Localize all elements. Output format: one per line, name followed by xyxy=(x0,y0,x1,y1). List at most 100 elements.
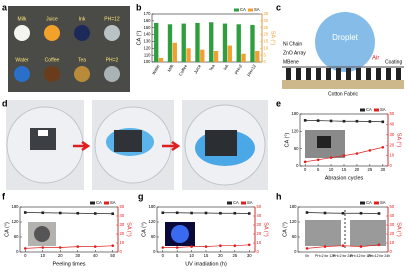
marker xyxy=(329,156,333,159)
marker xyxy=(233,244,237,247)
x-tick-label: PH=12 for 12h xyxy=(350,254,372,258)
series-line xyxy=(25,245,113,249)
y-tick-label: 120 xyxy=(292,128,300,133)
y-tick-label: 0 xyxy=(294,249,297,254)
legend-label: SA xyxy=(247,200,253,205)
y2-tick-label: 40 xyxy=(390,213,395,218)
y2-tick-label: 20 xyxy=(264,32,269,37)
y-tick-label: 160 xyxy=(144,18,152,23)
bar xyxy=(186,48,191,62)
bar xyxy=(158,57,164,62)
y2-tick-label: 20 xyxy=(390,231,395,236)
x-tick-label: PH=2 xyxy=(234,63,244,75)
marker xyxy=(359,211,363,215)
marker xyxy=(303,160,307,164)
marker xyxy=(23,211,27,214)
y2-axis-label: SA (°) xyxy=(270,31,276,46)
y2-tick-label: 30 xyxy=(264,18,269,23)
y2-tick-label: 50 xyxy=(120,204,125,209)
liquid-label: Milk xyxy=(18,16,27,22)
x-tick-label: 50 xyxy=(110,253,115,258)
y2-tick-label: 10 xyxy=(264,45,269,50)
legend-swatch xyxy=(374,201,379,205)
x-tick-label: 15 xyxy=(342,167,347,172)
legend-label: CA xyxy=(233,200,239,205)
y2-axis-label: SA (°) xyxy=(263,222,269,237)
y2-tick-label: 0 xyxy=(120,249,123,254)
marker xyxy=(190,211,193,215)
y-tick-label: 120 xyxy=(144,45,152,50)
panel-label: e xyxy=(276,98,281,108)
y2-tick-label: 20 xyxy=(120,231,125,236)
marker xyxy=(111,212,115,216)
marker xyxy=(204,245,208,248)
y-tick-label: 60 xyxy=(292,234,297,239)
y2-tick-label: 0 xyxy=(257,249,260,254)
liquid-label: PH=12 xyxy=(104,16,120,22)
liquid-label: Tea xyxy=(78,57,86,63)
legend-label: SA xyxy=(110,200,116,205)
legend-label: SA xyxy=(254,7,260,12)
x-tick-label: Ink xyxy=(222,63,230,71)
x-tick-label: Juice xyxy=(193,63,203,75)
marker xyxy=(323,211,327,215)
marker xyxy=(175,211,179,215)
y2-axis-label: SA (°) xyxy=(396,133,402,148)
diagram-label: Ni Chain xyxy=(283,41,302,47)
y-tick-label: 170 xyxy=(144,11,152,16)
x-tick-label: 25 xyxy=(232,253,237,258)
y-tick-label: 110 xyxy=(144,52,151,57)
y2-tick-label: 40 xyxy=(120,213,125,218)
bar xyxy=(255,51,260,62)
marker xyxy=(76,211,80,215)
y2-tick-label: 10 xyxy=(390,153,395,158)
y-tick-label: 130 xyxy=(144,39,152,44)
y2-axis-label: SA (°) xyxy=(396,222,402,237)
y-tick-label: 120 xyxy=(290,219,298,224)
marker xyxy=(316,119,320,122)
marker xyxy=(341,211,345,215)
liquid-label: Juice xyxy=(46,16,58,22)
x-tick-label: 0 xyxy=(304,167,307,172)
y2-axis-label: SA (°) xyxy=(126,222,132,237)
bar xyxy=(236,24,241,63)
marker xyxy=(303,119,307,122)
marker xyxy=(247,212,251,215)
marker xyxy=(41,246,45,249)
marker xyxy=(93,212,97,215)
bar xyxy=(195,22,200,63)
bar xyxy=(181,23,186,63)
bar xyxy=(222,23,228,63)
x-axis-label: UV irradiation (h) xyxy=(185,261,227,267)
y-tick-label: 0 xyxy=(153,249,156,254)
x-tick-label: 15 xyxy=(204,253,209,258)
marker xyxy=(76,245,80,248)
y2-tick-label: 0 xyxy=(390,249,393,254)
y2-tick-label: 10 xyxy=(257,240,262,245)
legend-label: CA xyxy=(240,7,246,12)
y2-tick-label: 40 xyxy=(390,122,395,127)
y-axis-label: CA (°) xyxy=(136,30,142,45)
legend-label: CA xyxy=(366,200,372,205)
y2-tick-label: 30 xyxy=(390,132,395,137)
marker xyxy=(377,243,381,247)
marker xyxy=(359,245,363,248)
x-tick-label: PH=12 xyxy=(246,63,257,77)
diagram-label: MBene xyxy=(283,59,299,65)
y2-tick-label: 0 xyxy=(390,163,393,168)
marker xyxy=(204,211,208,215)
marker xyxy=(93,245,97,248)
x-tick-label: PH=2 for 24h xyxy=(333,254,353,258)
liquid-label: Coffee xyxy=(45,57,60,63)
marker xyxy=(342,154,346,157)
y2-tick-label: 40 xyxy=(257,213,262,218)
marker xyxy=(305,247,309,250)
y2-tick-label: 0 xyxy=(264,59,267,64)
diagram-label: Cotton Fabric xyxy=(328,91,359,97)
y-axis-label: CA (°) xyxy=(4,222,10,237)
x-tick-label: Coffee xyxy=(178,63,189,77)
marker xyxy=(329,119,333,123)
marker xyxy=(111,244,115,247)
panel-label: g xyxy=(138,191,144,201)
x-tick-label: 30 xyxy=(380,167,385,172)
